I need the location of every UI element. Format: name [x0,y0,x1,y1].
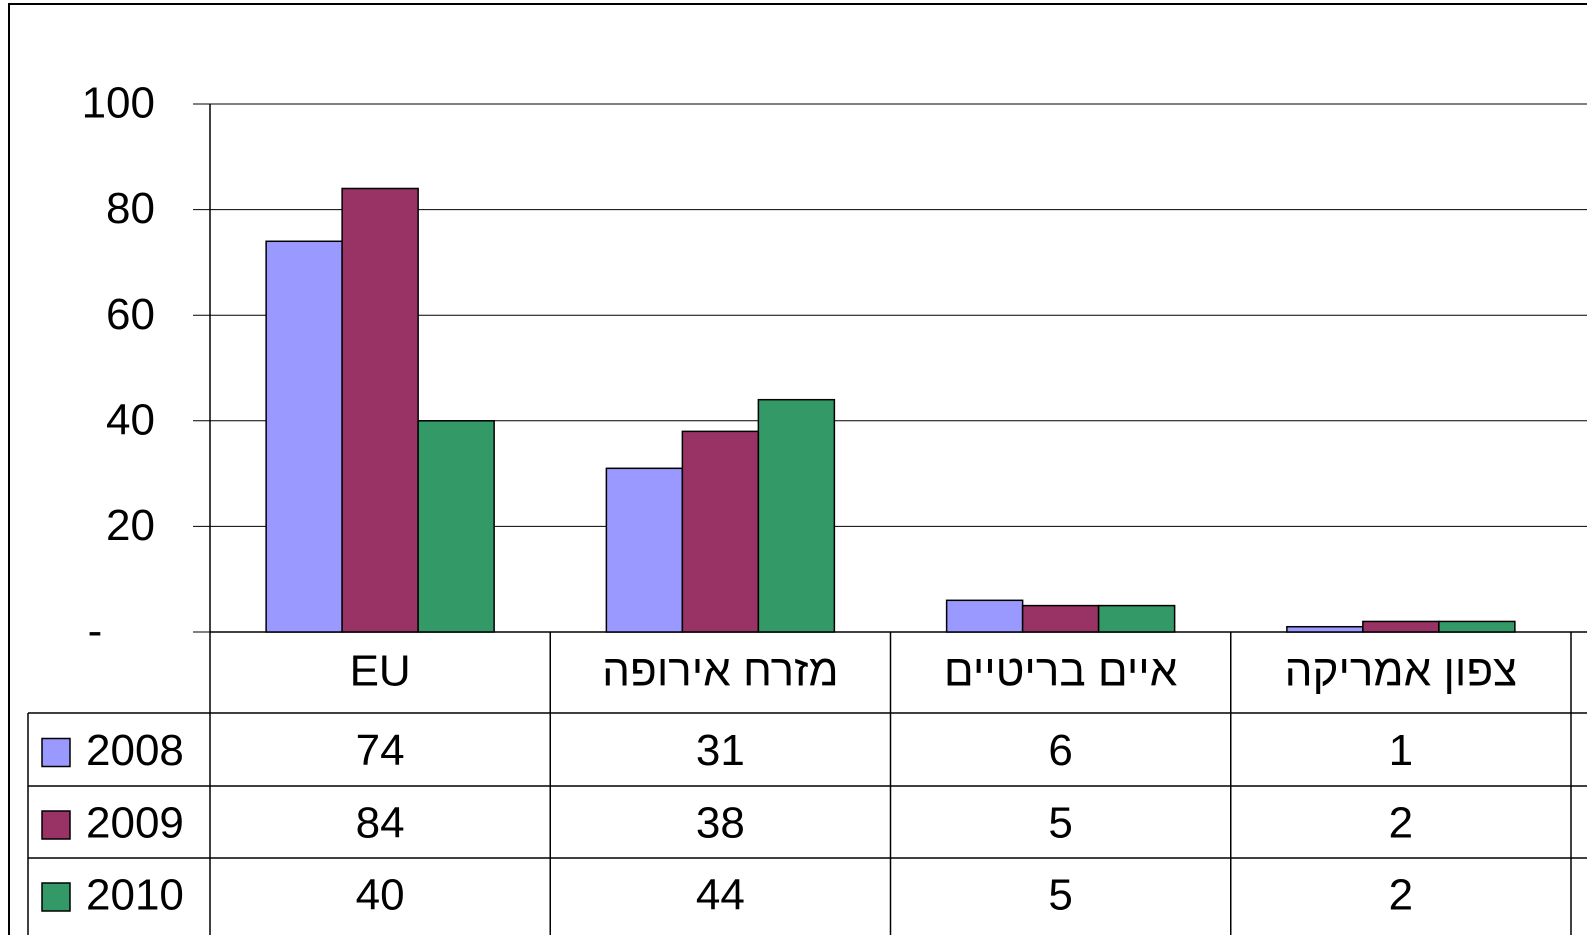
bar [605,467,684,633]
table-value: 74 [356,726,405,775]
x-tick-label: מזרח אירופה [602,647,839,696]
bar [1438,620,1516,633]
y-tick-label: 100 [82,79,155,128]
y-tick-label: 60 [106,290,155,339]
table-value: 5 [1048,799,1072,848]
legend-swatch [41,810,71,840]
y-tick-label: 40 [106,395,155,444]
table-value: 31 [696,726,745,775]
table-value: 84 [356,799,405,848]
y-tick-label: 80 [106,184,155,233]
x-tick-label: EU [350,647,411,696]
bar [757,398,836,633]
bar [417,420,495,633]
x-tick-label: איים בריטיים [944,647,1178,696]
table-value: 6 [1048,726,1072,775]
bar [1097,604,1176,633]
table-value: 1 [1389,726,1413,775]
legend-label: 2008 [86,726,184,775]
bar [681,430,760,633]
table-value: 2 [1389,799,1413,848]
x-tick-label: צפון אמריקה [1285,647,1518,696]
legend-swatch [41,737,71,768]
legend-swatch [41,882,71,912]
bar [945,599,1024,633]
bar [265,240,343,633]
table-value: 40 [356,871,405,920]
bar [1362,620,1440,633]
y-tick-label: 20 [106,501,155,550]
table-value: 44 [696,871,745,920]
table-value: 38 [696,799,745,848]
legend-label: 2010 [86,871,184,920]
table-value: 2 [1389,871,1413,920]
table-value: 5 [1048,871,1072,920]
y-tick-label: - [88,607,103,656]
legend-label: 2009 [86,799,184,848]
bar [1286,625,1364,633]
bar [1021,604,1100,633]
bar [341,187,419,633]
